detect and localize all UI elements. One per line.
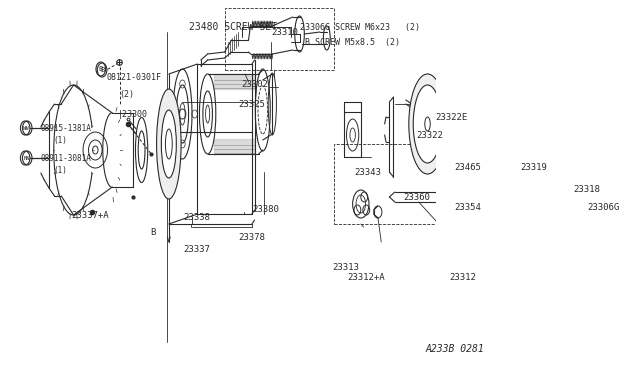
Text: 23322: 23322 xyxy=(417,131,444,140)
Text: 23378: 23378 xyxy=(238,232,265,241)
Text: 23322E: 23322E xyxy=(436,112,468,122)
Text: 23312+A: 23312+A xyxy=(347,273,385,282)
Text: 23306G SCREW M6x23   (2): 23306G SCREW M6x23 (2) xyxy=(300,22,420,32)
Text: (1): (1) xyxy=(53,166,67,174)
Bar xyxy=(333,144,449,224)
Text: B SCREW M5x8.5  (2): B SCREW M5x8.5 (2) xyxy=(305,38,400,46)
Text: 23343: 23343 xyxy=(354,167,381,176)
Bar xyxy=(225,8,333,70)
Text: 23354: 23354 xyxy=(455,202,482,212)
Text: 23312: 23312 xyxy=(449,273,476,282)
Text: A233B 0281: A233B 0281 xyxy=(426,344,484,354)
Text: 08121-0301F: 08121-0301F xyxy=(107,73,162,81)
Text: 23306G: 23306G xyxy=(587,202,619,212)
Ellipse shape xyxy=(409,74,446,174)
Text: 23465: 23465 xyxy=(455,163,482,171)
Text: (1): (1) xyxy=(53,135,67,144)
Text: 08911-3081A: 08911-3081A xyxy=(41,154,92,163)
Text: N: N xyxy=(23,155,27,160)
Text: B: B xyxy=(150,228,155,237)
Text: B: B xyxy=(99,66,103,72)
Text: 23337+A: 23337+A xyxy=(72,211,109,219)
Text: 23310: 23310 xyxy=(271,28,298,36)
Text: W: W xyxy=(23,125,27,131)
Ellipse shape xyxy=(157,89,181,199)
Text: 23337: 23337 xyxy=(184,244,211,253)
Ellipse shape xyxy=(413,85,442,163)
Text: (2): (2) xyxy=(119,90,134,99)
Text: |23300: |23300 xyxy=(118,109,148,119)
Ellipse shape xyxy=(161,110,177,178)
Text: 23338: 23338 xyxy=(184,212,211,221)
Text: 23302: 23302 xyxy=(242,80,269,89)
Text: 23480 SCREW SET: 23480 SCREW SET xyxy=(189,22,277,32)
Text: W: W xyxy=(26,125,29,131)
Text: 23313: 23313 xyxy=(332,263,359,272)
Text: N: N xyxy=(26,155,29,160)
Ellipse shape xyxy=(442,110,450,138)
Circle shape xyxy=(96,62,106,76)
Text: 23360: 23360 xyxy=(403,192,430,202)
Text: 08915-1381A: 08915-1381A xyxy=(41,124,92,132)
Text: 23318: 23318 xyxy=(573,185,600,193)
Text: 23325: 23325 xyxy=(238,99,265,109)
Text: 23319: 23319 xyxy=(520,163,547,171)
Text: B: B xyxy=(100,67,104,73)
Ellipse shape xyxy=(439,100,452,148)
Text: 23380: 23380 xyxy=(252,205,279,214)
